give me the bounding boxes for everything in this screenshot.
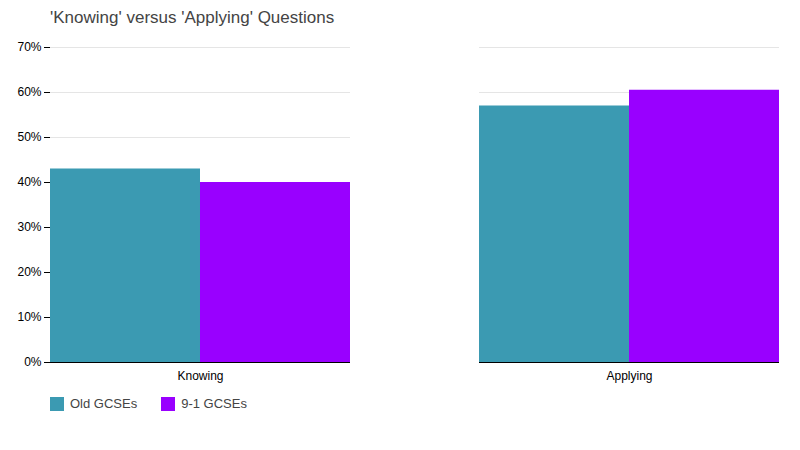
html-text:9-1 GCSEs: 9-1 GCSEs	[181, 396, 247, 411]
svg-text:10%: 10%	[17, 310, 41, 324]
svg-text:50%: 50%	[17, 130, 41, 144]
svg-text:0%: 0%	[24, 355, 42, 369]
svg-text:70%: 70%	[17, 40, 41, 54]
svg-text:Knowing: Knowing	[177, 369, 223, 383]
html-text:'Knowing' versus 'Applying' Qu: 'Knowing' versus 'Applying' Questions	[50, 8, 335, 27]
svg-text:60%: 60%	[17, 85, 41, 99]
svg-text:Applying: Applying	[606, 369, 652, 383]
html-text:Old GCSEs: Old GCSEs	[70, 396, 138, 411]
svg-text:40%: 40%	[17, 175, 41, 189]
svg-text:20%: 20%	[17, 265, 41, 279]
svg-text:30%: 30%	[17, 220, 41, 234]
